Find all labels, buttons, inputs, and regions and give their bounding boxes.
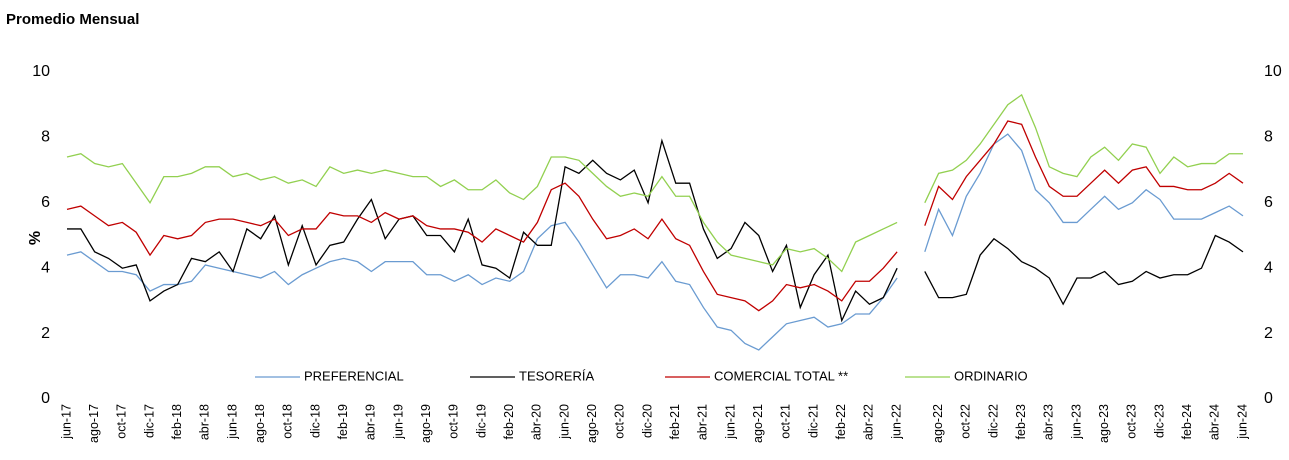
chart-subtitle: Promedio Mensual [6, 11, 139, 28]
series-line [66, 93, 1243, 273]
x-tick-label: abr-23 [1042, 404, 1056, 440]
x-tick-label: abr-20 [530, 404, 544, 440]
x-tick-label: abr-22 [862, 404, 876, 440]
x-tick-label: abr-19 [364, 404, 378, 440]
x-tick-label: jun-23 [1069, 404, 1083, 440]
y-tick-label: 10 [32, 63, 50, 80]
x-tick-label: ago-20 [585, 404, 599, 443]
y2-tick-label: 10 [1264, 63, 1282, 80]
x-tick-label: oct-20 [613, 404, 627, 439]
x-tick-label: abr-18 [198, 404, 212, 440]
x-tick-label: feb-23 [1014, 404, 1028, 439]
x-tick-label: dic-21 [806, 404, 820, 438]
x-tick-label: ago-21 [751, 404, 765, 443]
y2-tick-label: 4 [1264, 259, 1273, 276]
x-tick-label: dic-18 [308, 404, 322, 438]
x-tick-label: jun-24 [1235, 404, 1249, 440]
x-tick-label: ago-22 [931, 404, 945, 443]
x-tick-label: jun-20 [557, 404, 571, 440]
x-tick-label: feb-22 [834, 404, 848, 439]
y-tick-label: 4 [41, 259, 50, 276]
legend-label: TESORERÍA [519, 368, 594, 383]
x-tick-label: abr-21 [696, 404, 710, 440]
x-tick-label: feb-24 [1180, 404, 1194, 439]
x-tick-label: ago-17 [87, 404, 101, 443]
x-tick-label: jun-17 [59, 404, 73, 440]
x-tick-label: oct-18 [281, 404, 295, 439]
y-tick-label: 8 [41, 129, 50, 146]
x-tick-label: oct-23 [1125, 404, 1139, 439]
x-tick-label: feb-21 [668, 404, 682, 439]
x-tick-label: jun-21 [723, 404, 737, 440]
y2-tick-label: 6 [1264, 194, 1273, 211]
series-line [66, 120, 1244, 312]
y2-tick-label: 8 [1264, 129, 1273, 146]
legend-label: ORDINARIO [954, 368, 1028, 383]
y2-tick-label: 2 [1264, 325, 1273, 342]
x-tick-label: ago-19 [419, 404, 433, 443]
x-tick-label: ago-23 [1097, 404, 1111, 443]
x-tick-label: jun-18 [225, 404, 239, 440]
x-tick-label: abr-24 [1208, 404, 1222, 440]
x-tick-label: jun-19 [391, 404, 405, 440]
x-tick-label: feb-18 [170, 404, 184, 439]
x-tick-label: jun-22 [889, 404, 903, 440]
y2-tick-label: 0 [1264, 390, 1273, 407]
x-tick-label: oct-21 [779, 404, 793, 439]
x-tick-label: dic-22 [986, 404, 1000, 438]
legend-label: COMERCIAL TOTAL ** [714, 368, 848, 383]
series-line [66, 133, 1244, 351]
series-line [67, 138, 1244, 323]
x-tick-label: dic-20 [640, 404, 654, 438]
x-tick-label: oct-19 [447, 404, 461, 439]
x-tick-label: dic-17 [142, 404, 156, 438]
x-tick-label: feb-19 [336, 404, 350, 439]
y-tick-label: 0 [41, 390, 50, 407]
legend-label: PREFERENCIAL [304, 368, 404, 383]
y-tick-label: 2 [41, 325, 50, 342]
x-tick-label: oct-22 [959, 404, 973, 439]
x-tick-label: ago-18 [253, 404, 267, 443]
x-tick-label: dic-19 [474, 404, 488, 438]
x-tick-label: feb-20 [502, 404, 516, 439]
x-tick-label: oct-17 [115, 404, 129, 439]
x-tick-label: dic-23 [1152, 404, 1166, 438]
y-tick-label: 6 [41, 194, 50, 211]
y-axis-label: % [27, 231, 44, 245]
